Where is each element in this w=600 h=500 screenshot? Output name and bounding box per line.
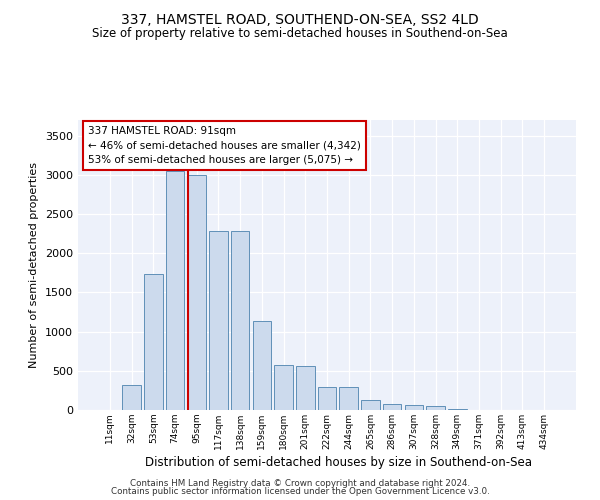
Text: Contains public sector information licensed under the Open Government Licence v3: Contains public sector information licen… (110, 487, 490, 496)
Bar (404, 405, 423, 410)
Bar (361, 400, 380, 410)
Bar (187, 175, 206, 410)
Bar (340, 388, 358, 410)
Text: Size of property relative to semi-detached houses in Southend-on-Sea: Size of property relative to semi-detach… (92, 28, 508, 40)
Bar (318, 388, 336, 410)
Bar (383, 404, 401, 410)
Bar (296, 366, 314, 410)
Text: Distribution of semi-detached houses by size in Southend-on-Sea: Distribution of semi-detached houses by … (145, 456, 533, 469)
Bar (427, 406, 445, 410)
Bar (144, 274, 163, 410)
Bar (209, 232, 227, 410)
Bar (253, 322, 271, 410)
Bar (231, 232, 250, 410)
Bar (122, 386, 141, 410)
Text: Contains HM Land Registry data © Crown copyright and database right 2024.: Contains HM Land Registry data © Crown c… (130, 478, 470, 488)
Y-axis label: Number of semi-detached properties: Number of semi-detached properties (29, 162, 40, 368)
Text: 337 HAMSTEL ROAD: 91sqm
← 46% of semi-detached houses are smaller (4,342)
53% of: 337 HAMSTEL ROAD: 91sqm ← 46% of semi-de… (88, 126, 361, 166)
Bar (448, 409, 467, 410)
Text: 337, HAMSTEL ROAD, SOUTHEND-ON-SEA, SS2 4LD: 337, HAMSTEL ROAD, SOUTHEND-ON-SEA, SS2 … (121, 12, 479, 26)
Bar (274, 365, 293, 410)
Bar (166, 171, 184, 410)
